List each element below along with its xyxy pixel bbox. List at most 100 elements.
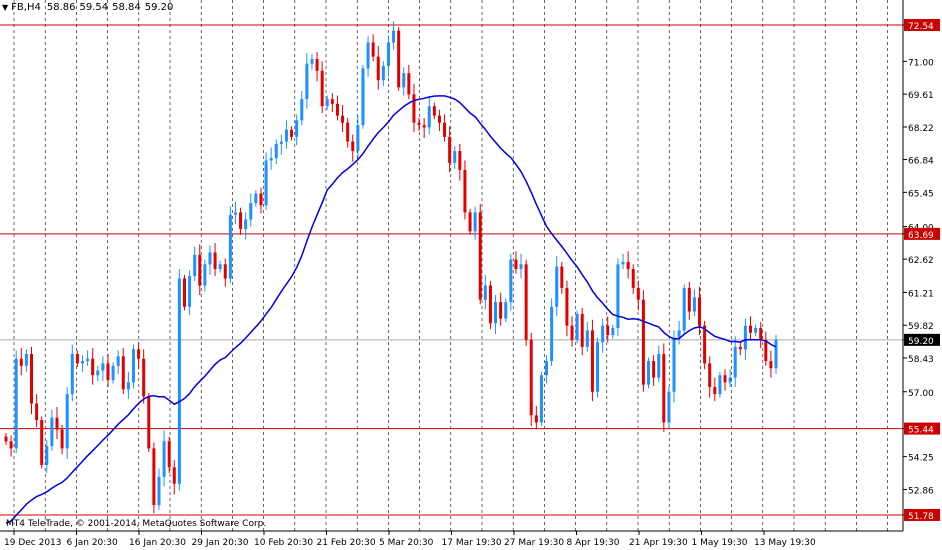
level-price-tag xyxy=(904,422,940,435)
x-tick-label: 13 May 19:30 xyxy=(754,538,816,548)
candle-body xyxy=(86,358,90,362)
low-value: 58.84 xyxy=(112,2,141,13)
candle-body xyxy=(65,394,69,449)
candle-body xyxy=(126,382,130,390)
candle-body xyxy=(259,193,263,206)
candle-body xyxy=(448,136,452,163)
x-tick-label: 5 Mar 20:30 xyxy=(379,538,434,548)
candle-body xyxy=(341,115,345,123)
x-tick-label: 21 Feb 20:30 xyxy=(317,538,376,548)
candle-body xyxy=(728,377,732,383)
candle-body xyxy=(249,202,253,220)
candle-body xyxy=(371,42,375,57)
y-tick-label: 69.61 xyxy=(908,91,934,101)
candle-body xyxy=(193,254,197,277)
y-tick-label: 58.43 xyxy=(908,355,934,365)
candle-body xyxy=(305,63,309,100)
candle-body xyxy=(315,59,319,71)
candle-body xyxy=(453,151,457,163)
candle-body xyxy=(585,330,589,347)
candle-body xyxy=(718,375,722,395)
candle-body xyxy=(504,302,508,319)
candle-body xyxy=(152,448,156,506)
candle-body xyxy=(60,429,64,449)
candle-body xyxy=(473,212,477,232)
y-tick-label: 51.78 xyxy=(908,512,934,522)
candle-body xyxy=(244,219,248,229)
candle-body xyxy=(392,30,396,43)
candle-body xyxy=(137,349,141,359)
candle-body xyxy=(524,264,528,340)
candle-body xyxy=(320,70,324,107)
candle-body xyxy=(177,278,181,484)
chart-header: ▼ FB,H4 58.86 59.54 58.84 59.20 xyxy=(2,2,177,13)
candle-body xyxy=(708,363,712,388)
candle-body xyxy=(514,259,518,270)
candle-body xyxy=(749,325,753,333)
candle-body xyxy=(601,325,605,343)
candle-body xyxy=(545,361,549,376)
candle-body xyxy=(203,264,207,286)
candle-body xyxy=(463,169,467,213)
x-tick-label: 16 Jan 20:30 xyxy=(129,538,186,548)
candle-body xyxy=(733,346,737,378)
candle-body xyxy=(596,342,600,392)
close-value: 59.20 xyxy=(144,2,174,13)
candle-body xyxy=(499,302,503,319)
candle-body xyxy=(723,375,727,383)
candle-body xyxy=(188,276,192,307)
dropdown-arrow-icon[interactable]: ▼ xyxy=(2,3,9,12)
y-tick-label: 59.20 xyxy=(908,337,934,347)
candle-body xyxy=(606,325,610,336)
candle-body xyxy=(147,396,151,449)
x-tick-label: 8 Apr 19:30 xyxy=(567,538,620,548)
candle-body xyxy=(167,441,171,468)
candle-body xyxy=(539,375,543,423)
y-tick-label: 66.84 xyxy=(908,157,934,167)
candle-body xyxy=(325,99,329,107)
y-tick-label: 59.82 xyxy=(908,322,934,332)
candle-body xyxy=(427,106,431,128)
candle-body xyxy=(407,73,411,95)
candle-body xyxy=(335,103,339,116)
candle-body xyxy=(682,287,686,331)
open-value: 58.86 xyxy=(46,2,76,13)
candle-body xyxy=(590,330,594,392)
candle-body xyxy=(412,94,416,123)
candle-body xyxy=(652,361,656,378)
candle-body xyxy=(657,354,661,378)
candle-body xyxy=(330,99,334,104)
candle-body xyxy=(14,358,18,449)
candle-body xyxy=(647,361,651,385)
candle-body xyxy=(667,391,671,423)
y-tick-label: 68.22 xyxy=(908,124,934,134)
candle-body xyxy=(575,313,579,340)
candle-body xyxy=(29,354,33,404)
candle-body xyxy=(45,446,49,465)
level-price-tag xyxy=(904,19,940,32)
candle-body xyxy=(432,106,436,116)
candle-body xyxy=(376,56,380,81)
candle-body xyxy=(198,254,202,286)
y-tick-label: 72.54 xyxy=(908,22,934,32)
candle-body xyxy=(631,269,635,288)
plot-area xyxy=(0,0,903,531)
candle-body xyxy=(698,297,702,326)
candle-body xyxy=(565,287,569,326)
candle-body xyxy=(101,363,105,371)
y-tick-label: 55.44 xyxy=(908,426,934,436)
candle-body xyxy=(116,356,120,366)
candle-body xyxy=(550,306,554,362)
time-axis: 19 Dec 2013 6 Jan 20:30 16 Jan 20:30 29 Jan… xyxy=(4,531,816,548)
candle-body xyxy=(9,441,13,449)
candle-body xyxy=(672,337,676,392)
candle-body xyxy=(570,325,574,340)
candle-body xyxy=(208,252,212,265)
candle-body xyxy=(274,143,278,159)
y-tick-label: 63.69 xyxy=(908,231,934,241)
candle-body xyxy=(458,151,462,170)
candle-body xyxy=(111,365,115,380)
y-tick-label: 65.45 xyxy=(908,189,934,199)
candle-body xyxy=(295,120,299,137)
candle-body xyxy=(641,299,645,385)
